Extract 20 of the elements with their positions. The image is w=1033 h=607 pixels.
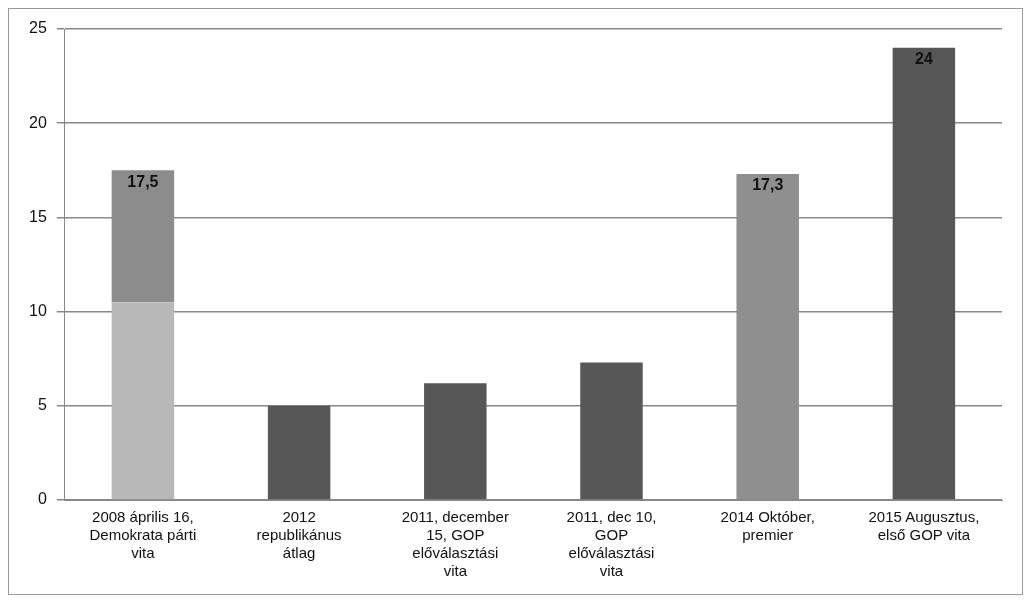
y-tick-label: 20 [29,113,47,131]
y-tick-label: 10 [29,302,47,320]
x-tick-label: 2011, december 15, GOP előválasztási vita [401,508,509,580]
y-tick-label: 0 [37,490,47,508]
y-tick-label: 5 [37,396,47,414]
x-tick-label: 2008 április 16, Demokrata párti vita [89,508,197,562]
x-tick-label: 2011, dec 10, GOP előválasztási vita [566,508,657,580]
x-tick-label: 2014 Október, premier [720,508,815,544]
x-tick-label: 2012 republikánus átlag [256,508,342,562]
total-label: 17,3 [752,176,784,194]
bar [267,405,331,500]
total-label: 17,5 [127,172,159,190]
y-tick-label: 25 [29,19,47,37]
bar [424,383,487,500]
total-label: 24 [915,50,933,68]
bar [111,302,175,500]
bar [892,47,956,500]
x-tick-label: 2015 Augusztus, első GOP vita [868,508,980,544]
bar [580,362,643,500]
y-tick-label: 15 [29,207,47,225]
